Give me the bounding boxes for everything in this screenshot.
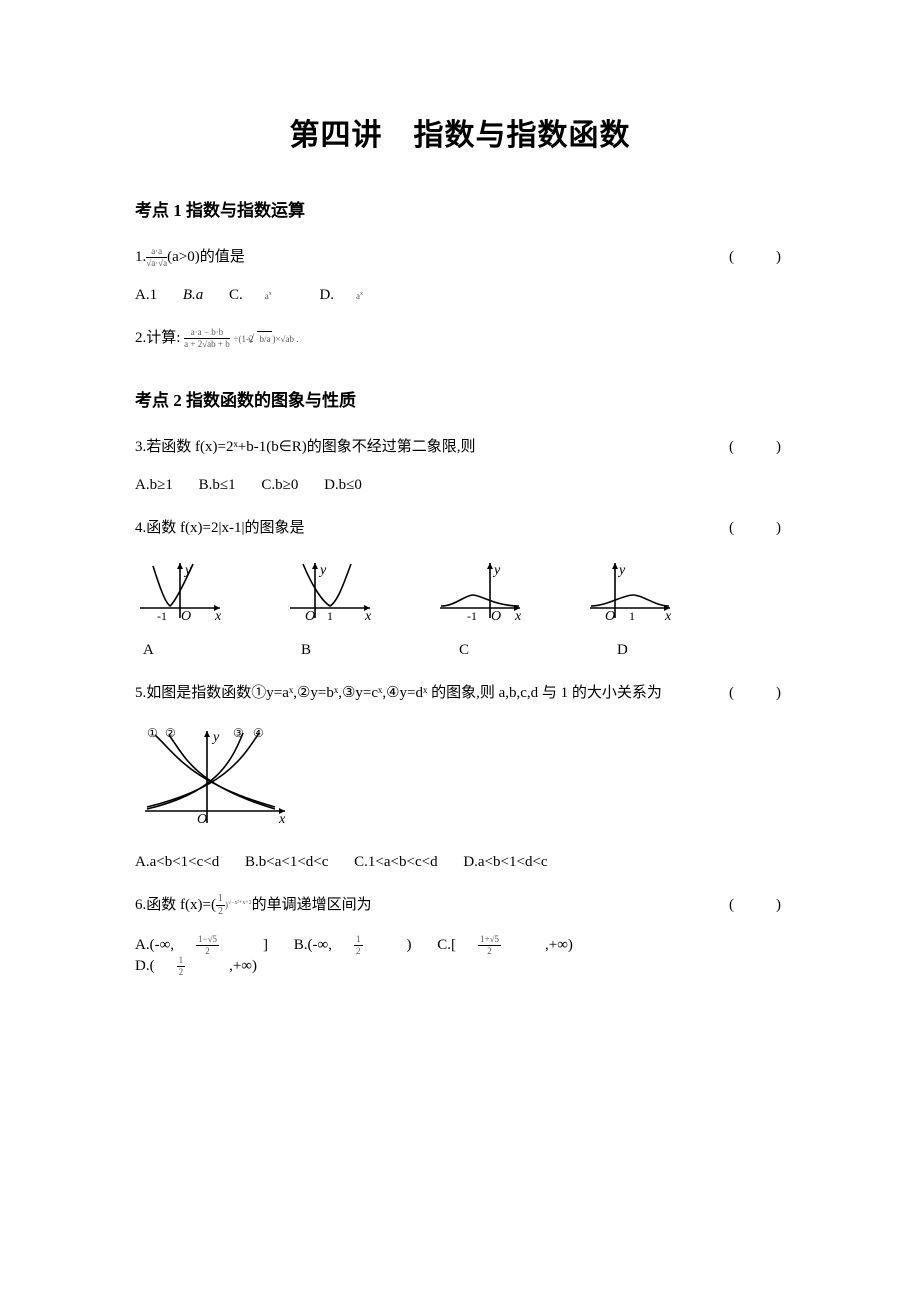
svg-text:y: y bbox=[211, 730, 220, 745]
q4-label-a: A bbox=[135, 642, 233, 659]
svg-text:y: y bbox=[492, 563, 501, 578]
answer-paren: ( ) bbox=[729, 245, 785, 269]
lecture-title: 第四讲 指数与指数函数 bbox=[135, 110, 785, 154]
svg-text:③: ③ bbox=[233, 726, 244, 740]
svg-text:y: y bbox=[318, 563, 327, 578]
svg-text:y: y bbox=[183, 563, 192, 578]
q6-opt-b: B.(-∞,12) bbox=[294, 935, 412, 956]
q1-opt-c: C.ax bbox=[229, 287, 294, 304]
svg-text:-1: -1 bbox=[157, 609, 167, 623]
answer-paren: ( ) bbox=[729, 516, 785, 540]
q4-text: 4.函数 f(x)=2|x-1|的图象是 bbox=[135, 520, 304, 536]
question-6: 6.函数 f(x)=(12)√−x²+x+2的单调递增区间为 ( ) bbox=[135, 893, 785, 917]
q4-label-d: D bbox=[609, 642, 707, 659]
q5-opt-a: A.a<b<1<c<d bbox=[135, 854, 219, 871]
q6-opt-d: D.(12,+∞) bbox=[135, 956, 279, 977]
q1-suffix: (a>0)的值是 bbox=[167, 249, 245, 265]
q2-tail: ÷(1-2b/a)×√ab . bbox=[234, 334, 299, 344]
answer-paren: ( ) bbox=[729, 435, 785, 459]
q1-num: 1. bbox=[135, 249, 146, 265]
answer-paren: ( ) bbox=[729, 893, 785, 917]
svg-text:O: O bbox=[181, 609, 191, 624]
q4-graph-c: y x O -1 bbox=[435, 558, 525, 628]
q6-prefix: 6.函数 f(x)=( bbox=[135, 897, 216, 913]
page: 第四讲 指数与指数函数 考点 1 指数与指数运算 1.a·a√a·√a(a>0)… bbox=[0, 0, 920, 1302]
svg-text:O: O bbox=[197, 812, 207, 827]
q3-opt-b: B.b≤1 bbox=[199, 477, 236, 494]
q1-opt-a: A.1 bbox=[135, 287, 157, 304]
q3-options: A.b≥1 B.b≤1 C.b≥0 D.b≤0 bbox=[135, 477, 785, 494]
svg-text:O: O bbox=[305, 609, 315, 624]
q4-graph-b: y x O 1 bbox=[285, 558, 375, 628]
svg-text:x: x bbox=[514, 609, 522, 624]
question-3: 3.若函数 f(x)=2ˣ+b-1(b∈R)的图象不经过第二象限,则 ( ) bbox=[135, 435, 785, 459]
q5-opt-b: B.b<a<1<d<c bbox=[245, 854, 328, 871]
q1-frac: a·a√a·√a bbox=[146, 247, 167, 268]
q4-graph-labels: A B C D bbox=[135, 642, 785, 659]
q6-options: A.(-∞,1−√52] B.(-∞,12) C.[1+√52,+∞) D.(1… bbox=[135, 935, 785, 977]
q5-options: A.a<b<1<c<d B.b<a<1<d<c C.1<a<b<c<d D.a<… bbox=[135, 854, 785, 871]
q1-opt-d: D.ax bbox=[319, 287, 385, 304]
q2-frac: a·a − b·b a + 2√ab + b bbox=[184, 328, 230, 349]
topic-2: 考点 2 指数函数的图象与性质 bbox=[135, 386, 785, 411]
svg-text:-1: -1 bbox=[467, 609, 477, 623]
q4-graph-d: y x O 1 bbox=[585, 558, 675, 628]
q4-graphs: y x O -1 y x O 1 y x O -1 bbox=[135, 558, 785, 628]
svg-text:1: 1 bbox=[327, 609, 333, 623]
svg-text:1: 1 bbox=[629, 609, 635, 623]
q6-mid: 12)√−x²+x+2 bbox=[216, 900, 252, 910]
q5-graph: y x O ① ② ③ ④ bbox=[135, 723, 785, 838]
q6-opt-a: A.(-∞,1−√52] bbox=[135, 935, 268, 956]
svg-text:O: O bbox=[605, 609, 615, 624]
q5-opt-c: C.1<a<b<c<d bbox=[354, 854, 437, 871]
q3-opt-a: A.b≥1 bbox=[135, 477, 173, 494]
svg-text:①: ① bbox=[147, 726, 158, 740]
question-5: 5.如图是指数函数①y=aˣ,②y=bˣ,③y=cˣ,④y=dˣ 的图象,则 a… bbox=[135, 681, 785, 705]
q5-opt-d: D.a<b<1<d<c bbox=[463, 854, 547, 871]
svg-text:y: y bbox=[617, 563, 626, 578]
q4-label-c: C bbox=[451, 642, 549, 659]
q4-graph-a: y x O -1 bbox=[135, 558, 225, 628]
q1-options: A.1 B.a C.ax D.ax bbox=[135, 287, 785, 304]
q3-opt-d: D.b≤0 bbox=[324, 477, 362, 494]
question-4: 4.函数 f(x)=2|x-1|的图象是 ( ) bbox=[135, 516, 785, 540]
q3-text: 3.若函数 f(x)=2ˣ+b-1(b∈R)的图象不经过第二象限,则 bbox=[135, 439, 476, 455]
q6-suffix: 的单调递增区间为 bbox=[252, 897, 372, 913]
q5-text: 5.如图是指数函数①y=aˣ,②y=bˣ,③y=cˣ,④y=dˣ 的图象,则 a… bbox=[135, 685, 662, 701]
q3-opt-c: C.b≥0 bbox=[261, 477, 298, 494]
q4-label-b: B bbox=[293, 642, 391, 659]
svg-text:x: x bbox=[278, 812, 286, 827]
svg-text:x: x bbox=[214, 609, 222, 624]
svg-text:②: ② bbox=[165, 726, 176, 740]
svg-text:④: ④ bbox=[253, 726, 264, 740]
q1-opt-b: B.a bbox=[183, 287, 203, 304]
svg-text:x: x bbox=[664, 609, 672, 624]
q6-opt-c: C.[1+√52,+∞) bbox=[437, 935, 595, 956]
answer-paren: ( ) bbox=[729, 681, 785, 705]
q2-prefix: 2.计算: bbox=[135, 330, 180, 346]
question-2: 2.计算: a·a − b·b a + 2√ab + b ÷(1-2b/a)×√… bbox=[135, 326, 785, 350]
question-1: 1.a·a√a·√a(a>0)的值是 ( ) bbox=[135, 245, 785, 269]
svg-text:x: x bbox=[364, 609, 372, 624]
svg-text:O: O bbox=[491, 609, 501, 624]
topic-1: 考点 1 指数与指数运算 bbox=[135, 196, 785, 221]
